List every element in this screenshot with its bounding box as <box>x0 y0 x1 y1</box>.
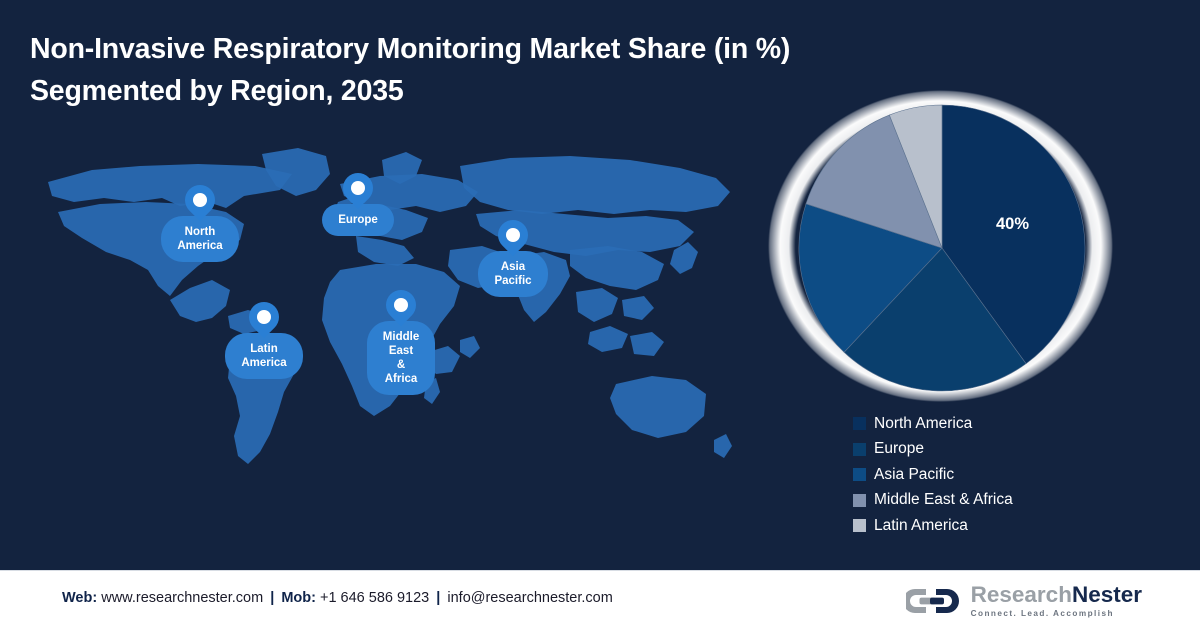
legend-swatch-icon <box>853 468 866 482</box>
legend-item-asia-pacific[interactable]: Asia Pacific <box>853 463 1013 487</box>
world-map-panel: North America Europe Asia Pacific Middle… <box>30 140 745 540</box>
map-marker-label: Latin America <box>225 333 303 379</box>
legend-swatch-icon <box>853 417 866 431</box>
footer-web-label: Web: <box>62 590 98 606</box>
chart-legend: North America Europe Asia Pacific Middle… <box>853 412 1013 538</box>
legend-swatch-icon <box>853 442 866 456</box>
pie-slice-latin-america[interactable] <box>888 104 943 249</box>
map-pin-icon <box>242 295 286 342</box>
logo-text-block: ResearchNester Connect. Lead. Accomplish <box>970 582 1142 618</box>
footer-mob-label: Mob: <box>281 590 316 606</box>
map-pin-icon <box>491 213 535 260</box>
footer-bar: Web: www.researchnester.com | Mob: +1 64… <box>0 570 1200 628</box>
footer-contact-text: Web: www.researchnester.com | Mob: +1 64… <box>62 590 613 606</box>
pie-slice-middle-east-africa[interactable] <box>805 114 943 249</box>
legend-swatch-icon <box>853 519 866 533</box>
page-title: Non-Invasive Respiratory Monitoring Mark… <box>30 28 930 112</box>
legend-swatch-icon <box>853 493 866 507</box>
research-nester-logo[interactable]: ResearchNester Connect. Lead. Accomplish <box>905 582 1142 619</box>
footer-email-value[interactable]: info@researchnester.com <box>447 590 613 606</box>
pie-slice-group <box>798 104 1086 392</box>
logo-word-research: Research <box>970 582 1072 608</box>
map-pin-icon <box>379 283 423 330</box>
logo-tagline: Connect. Lead. Accomplish <box>970 608 1114 618</box>
map-marker-label: Europe <box>322 204 394 236</box>
legend-item-middle-east-africa[interactable]: Middle East & Africa <box>853 489 1013 513</box>
footer-web-value[interactable]: www.researchnester.com <box>101 590 264 606</box>
logo-name: ResearchNester <box>970 582 1142 608</box>
pie-data-label-north-america: 40% <box>996 215 1030 233</box>
footer-mob-value[interactable]: +1 646 586 9123 <box>319 590 430 606</box>
map-marker-label: Middle East & Africa <box>366 321 436 395</box>
legend-item-latin-america[interactable]: Latin America <box>853 514 1013 538</box>
logo-mark-icon <box>905 589 959 613</box>
footer-separator-2: | <box>436 590 441 606</box>
title-line-1: Non-Invasive Respiratory Monitoring Mark… <box>30 33 791 65</box>
legend-item-europe[interactable]: Europe <box>853 438 1013 462</box>
pie-chart-graphic <box>798 104 1086 392</box>
map-pin-icon <box>178 178 222 225</box>
legend-item-label: North America <box>874 414 973 432</box>
logo-word-nester: Nester <box>1071 582 1142 608</box>
legend-item-label: Latin America <box>874 516 968 534</box>
pie-chart-panel: 40% <box>760 88 1130 403</box>
map-marker-label: Asia Pacific <box>478 251 548 297</box>
pie-slice-asia-pacific[interactable] <box>798 203 943 353</box>
pie-slice-europe[interactable] <box>843 247 1027 392</box>
legend-item-label: Europe <box>874 440 924 458</box>
map-marker-label: North America <box>161 216 239 262</box>
legend-item-label: Asia Pacific <box>874 465 955 483</box>
map-pin-icon <box>336 166 380 213</box>
title-line-2: Segmented by Region, 2035 <box>30 75 404 107</box>
pie-slice-north-america[interactable] <box>941 104 1086 365</box>
footer-separator-1: | <box>270 590 275 606</box>
legend-item-north-america[interactable]: North America <box>853 412 1013 436</box>
legend-item-label: Middle East & Africa <box>874 491 1013 509</box>
